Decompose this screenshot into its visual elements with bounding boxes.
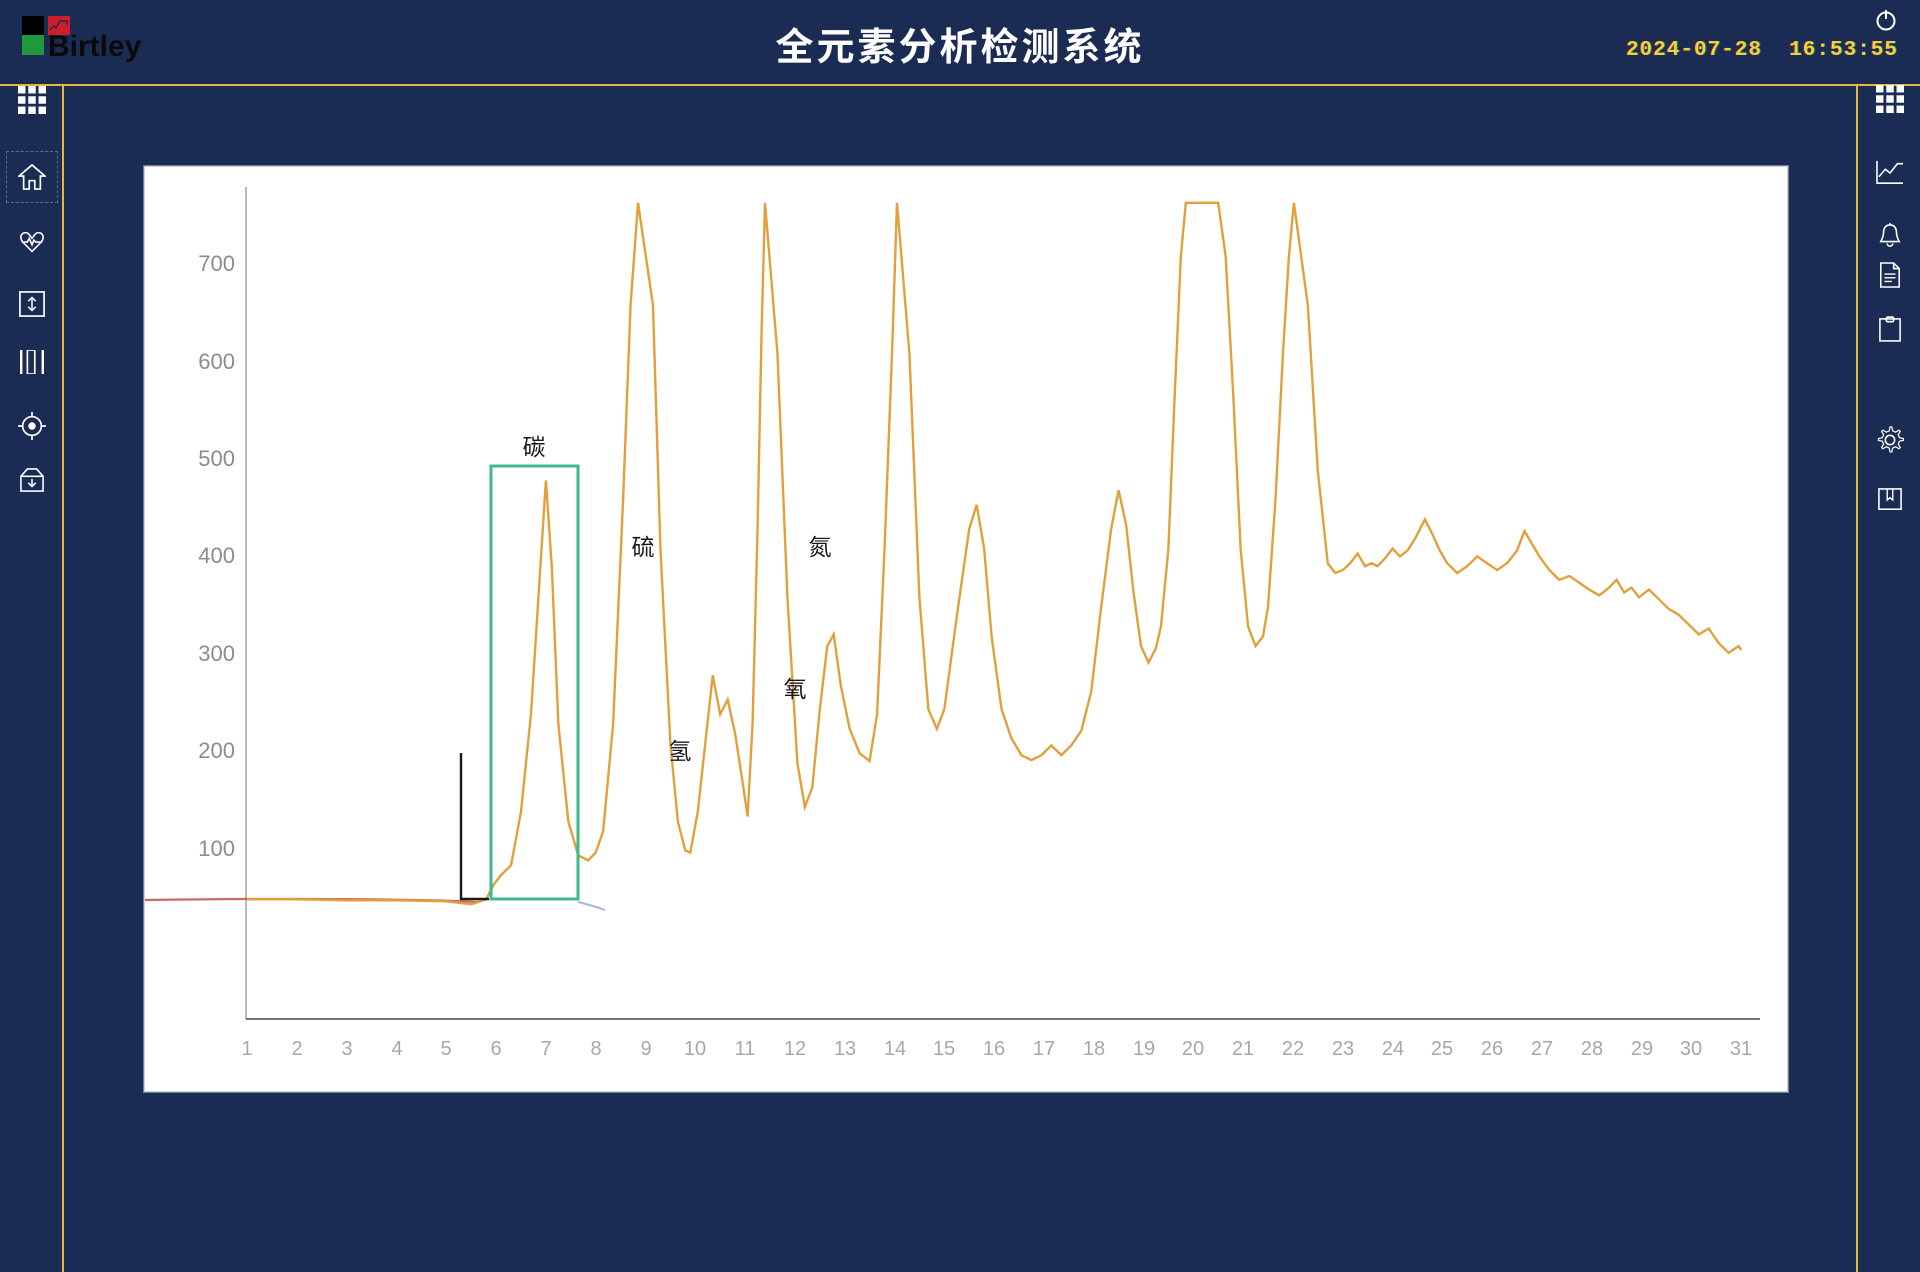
svg-text:硫: 硫 (632, 528, 655, 562)
svg-text:8: 8 (590, 1038, 601, 1060)
svg-text:400: 400 (198, 543, 235, 568)
svg-text:25: 25 (1431, 1038, 1453, 1060)
svg-text:3: 3 (341, 1038, 352, 1060)
svg-text:100: 100 (198, 836, 235, 861)
svg-text:24: 24 (1382, 1038, 1404, 1060)
svg-text:7: 7 (540, 1038, 551, 1060)
svg-text:氢: 氢 (669, 732, 692, 766)
svg-text:9: 9 (640, 1038, 651, 1060)
svg-text:15: 15 (933, 1038, 955, 1060)
svg-text:10: 10 (684, 1038, 706, 1060)
svg-text:23: 23 (1332, 1038, 1354, 1060)
svg-text:16: 16 (983, 1038, 1005, 1060)
svg-text:600: 600 (198, 349, 235, 374)
svg-text:22: 22 (1282, 1038, 1304, 1060)
svg-text:氧: 氧 (784, 670, 807, 704)
svg-text:12: 12 (784, 1038, 806, 1060)
svg-text:14: 14 (884, 1038, 906, 1060)
svg-text:碳: 碳 (523, 428, 546, 462)
svg-text:26: 26 (1481, 1038, 1503, 1060)
svg-text:300: 300 (198, 641, 235, 666)
svg-text:1: 1 (241, 1038, 252, 1060)
svg-text:20: 20 (1182, 1038, 1204, 1060)
svg-text:18: 18 (1083, 1038, 1105, 1060)
svg-text:4: 4 (391, 1038, 402, 1060)
svg-text:6: 6 (490, 1038, 501, 1060)
svg-text:11: 11 (735, 1038, 756, 1060)
svg-text:28: 28 (1581, 1038, 1603, 1060)
svg-text:19: 19 (1133, 1038, 1155, 1060)
svg-text:29: 29 (1631, 1038, 1653, 1060)
svg-text:27: 27 (1531, 1038, 1553, 1060)
svg-text:200: 200 (198, 738, 235, 763)
svg-text:30: 30 (1680, 1038, 1702, 1060)
svg-text:17: 17 (1033, 1038, 1055, 1060)
svg-text:13: 13 (834, 1038, 856, 1060)
svg-text:500: 500 (198, 446, 235, 471)
svg-text:5: 5 (440, 1038, 451, 1060)
svg-text:700: 700 (198, 251, 235, 276)
svg-text:2: 2 (291, 1038, 302, 1060)
svg-text:31: 31 (1730, 1038, 1752, 1060)
svg-text:21: 21 (1232, 1038, 1254, 1060)
svg-text:氮: 氮 (809, 528, 832, 562)
